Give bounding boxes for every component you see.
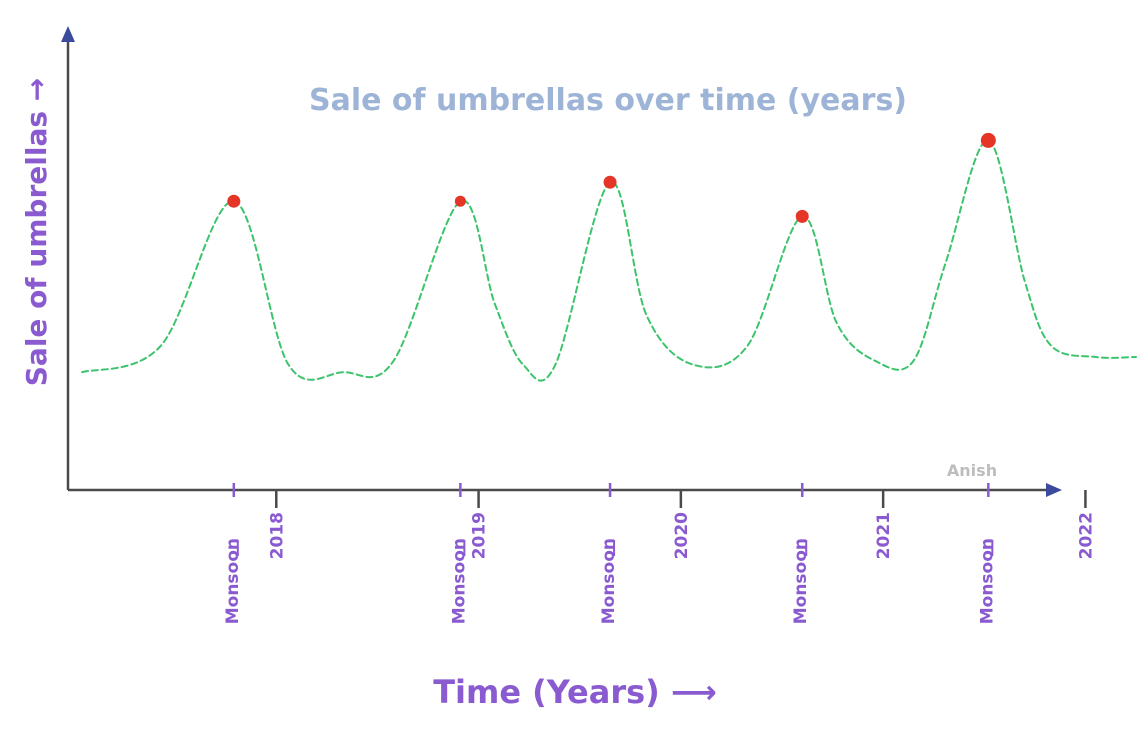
year-tick-label-2021: 2021	[874, 512, 894, 559]
chart-title: Sale of umbrellas over time (years)	[309, 83, 907, 118]
monsoon-label-3: Monsoon	[599, 538, 619, 624]
year-tick-label-2020: 2020	[672, 512, 692, 559]
axes	[61, 26, 1062, 497]
peak-point-2	[454, 195, 466, 207]
year-tick-label-2019: 2019	[470, 512, 490, 559]
highlight-points	[227, 132, 996, 223]
tick-labels: 2018 2019 2020 2021 2022 Monsoon Monsoon Monsoo…	[223, 512, 1097, 624]
signature-text: Anish	[947, 461, 997, 480]
monsoon-label-5: Monsoon	[977, 538, 997, 624]
y-axis-arrow	[61, 26, 75, 42]
year-tick-label-2022: 2022	[1076, 512, 1096, 559]
peak-point-4	[795, 209, 809, 223]
tick-marks	[232, 483, 1087, 508]
peak-point-3	[603, 175, 617, 189]
monsoon-label-1: Monsoon	[223, 538, 243, 624]
peak-point-5	[980, 132, 996, 148]
monsoon-label-4: Monsoon	[791, 538, 811, 624]
y-axis-label: Sale of umbrellas →	[20, 78, 53, 386]
monsoon-label-2: Monsoon	[449, 538, 469, 624]
x-axis-label: Time (Years) ⟶	[433, 673, 717, 711]
series-layer	[81, 139, 1137, 382]
series-line-1	[81, 139, 1137, 382]
x-axis-arrow	[1046, 483, 1062, 497]
year-tick-label-2018: 2018	[267, 512, 287, 559]
peak-point-1	[227, 194, 241, 208]
